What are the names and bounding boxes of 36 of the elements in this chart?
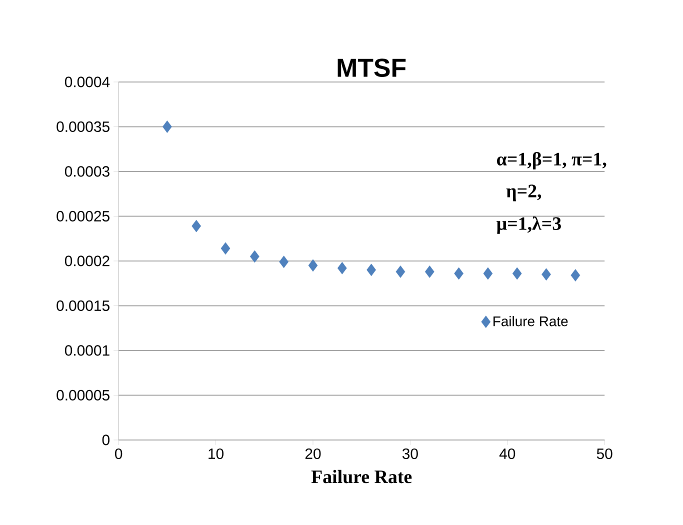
- y-tick-label: 0.00015: [56, 300, 110, 311]
- point: [337, 262, 347, 274]
- annotation: η=2,: [506, 184, 542, 202]
- point: [570, 269, 580, 282]
- point: [162, 120, 172, 133]
- point: [483, 267, 493, 280]
- annotation: α=1,β=1, π=1,: [497, 152, 606, 170]
- x-tick-label: 10: [208, 448, 224, 460]
- y-tick-label: 0.00035: [56, 121, 110, 132]
- point: [308, 259, 318, 272]
- annotation: μ=1,λ=3: [496, 216, 561, 234]
- point: [424, 266, 434, 278]
- x-tick-label: 40: [499, 448, 516, 460]
- chart-title: MTSF: [338, 58, 406, 77]
- y-tick-label: 0.0001: [64, 345, 110, 356]
- point: [192, 220, 202, 232]
- y-tick-label: 0.0004: [64, 76, 110, 88]
- point: [542, 268, 551, 281]
- point: [220, 242, 230, 255]
- point: [366, 264, 376, 276]
- x-tick-label: 20: [305, 448, 321, 460]
- y-tick-label: 0: [102, 434, 110, 446]
- legend-label: Failure Rate: [494, 316, 568, 326]
- y-tick-label: 0.0003: [64, 166, 110, 177]
- point: [512, 267, 522, 280]
- x-tick-label: 50: [596, 448, 612, 460]
- y-tick-label: 0.00005: [56, 390, 110, 400]
- x-tick-label: 0: [115, 448, 122, 460]
- point: [279, 256, 289, 268]
- y-tick-label: 0.0002: [64, 256, 110, 266]
- x-axis-title: Failure Rate: [311, 470, 412, 484]
- y-tick-label: 0.00025: [56, 210, 110, 222]
- point: [250, 250, 260, 263]
- point: [396, 266, 406, 278]
- point: [454, 267, 464, 280]
- x-tick-label: 30: [402, 448, 418, 460]
